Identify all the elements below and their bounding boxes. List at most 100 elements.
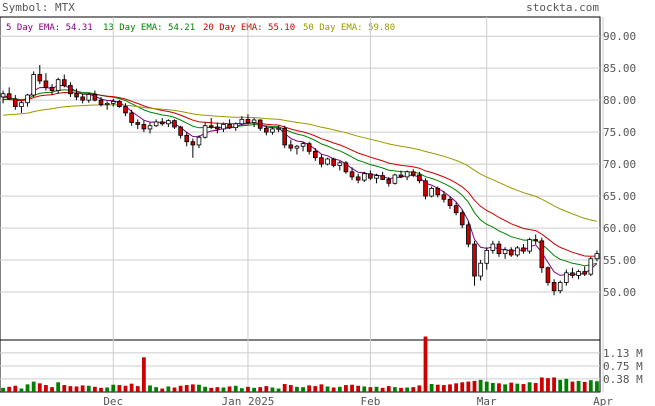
candle	[545, 266, 551, 286]
candle-body	[325, 158, 330, 165]
candle-body	[172, 120, 177, 128]
candle-body	[588, 258, 594, 275]
candle	[80, 93, 85, 104]
candle	[576, 269, 581, 280]
candle	[368, 170, 373, 181]
volume-bar	[356, 385, 361, 392]
legend-ema13: 13 Day EMA: 54.21	[103, 23, 195, 33]
candle	[227, 119, 232, 129]
volume-bar	[282, 384, 287, 392]
volume-bar	[37, 383, 42, 392]
candle-body	[368, 173, 373, 179]
candle-body	[37, 74, 43, 82]
price-tick-label: 50.00	[603, 286, 636, 299]
candle	[178, 125, 183, 139]
volume-bar	[184, 385, 189, 392]
candle-body	[239, 118, 245, 125]
candle-body	[80, 96, 85, 101]
candle	[374, 173, 379, 184]
candle-body	[557, 282, 563, 292]
symbol-label: Symbol: MTX	[2, 1, 75, 14]
candle-body	[423, 180, 428, 197]
candle-body	[484, 250, 490, 264]
candle	[392, 173, 398, 185]
volume-bar	[190, 384, 195, 392]
candle	[313, 148, 318, 161]
volume-bar	[252, 387, 256, 392]
candle	[435, 186, 441, 198]
date-tick-label: Jan 2025	[221, 395, 274, 406]
candle-body	[337, 162, 343, 166]
candle	[398, 170, 404, 179]
volume-bar	[331, 387, 336, 392]
volume-bar	[515, 383, 520, 392]
candle-body	[582, 271, 587, 275]
candle	[257, 119, 263, 131]
candle-body	[564, 272, 569, 283]
candle	[472, 240, 477, 286]
candle	[294, 144, 300, 155]
candle	[337, 160, 343, 171]
candle	[153, 119, 159, 128]
volume-bar	[441, 385, 446, 392]
volume-bar	[313, 386, 318, 392]
candle	[0, 90, 6, 104]
candle-body	[447, 198, 453, 207]
candle-body	[282, 127, 287, 146]
candle-body	[276, 127, 281, 130]
candle-body	[153, 121, 159, 127]
volume-bar	[86, 385, 91, 392]
candle	[386, 176, 392, 187]
candle	[288, 139, 294, 152]
price-axis: 90.00 85.00 80.00 75.00 70.00 65.00 60.00 55.00…	[603, 30, 636, 299]
legend-ema50: 50 Day EMA: 59.80	[303, 23, 395, 33]
volume-bar	[288, 385, 293, 392]
volume-bar	[295, 386, 299, 392]
candle	[276, 125, 281, 133]
candle-body	[86, 93, 92, 101]
candle-body	[313, 150, 318, 159]
volume-bar	[111, 384, 116, 392]
volume-bar	[31, 381, 36, 392]
volume-bar	[564, 378, 569, 392]
candle	[300, 141, 306, 152]
candle	[245, 114, 251, 125]
candle	[233, 122, 239, 131]
candle	[172, 119, 177, 129]
date-tick-label: Dec	[103, 395, 123, 406]
volume-bar	[56, 382, 61, 392]
candle	[196, 135, 202, 149]
volume-bar	[44, 385, 48, 392]
volume-bar	[68, 386, 73, 392]
volume-bar	[62, 385, 67, 392]
candle	[159, 118, 165, 126]
candle-body	[551, 282, 557, 292]
volume-bar	[423, 336, 428, 392]
price-tick-label: 85.00	[603, 62, 636, 75]
candle	[270, 127, 275, 135]
volume-bar	[264, 386, 269, 392]
ema-legend: 5 Day EMA: 54.31 13 Day EMA: 54.21 20 Da…	[6, 23, 395, 33]
volume-axis: 1.13 M0.75 M0.38 M	[603, 347, 643, 386]
candle-body	[13, 98, 18, 107]
candle-body	[527, 239, 532, 252]
candle	[55, 77, 61, 94]
candle	[515, 245, 520, 257]
volume-bar	[374, 386, 379, 392]
candle-body	[435, 188, 441, 196]
candle-body	[110, 101, 116, 104]
candle	[251, 118, 257, 128]
volume-bar	[123, 385, 128, 392]
volume-bar	[503, 384, 507, 392]
candle	[331, 157, 336, 168]
volume-tick-label: 0.38 M	[603, 373, 643, 386]
price-tick-label: 90.00	[603, 30, 636, 43]
volume-bar	[105, 387, 110, 392]
candle-body	[478, 262, 483, 277]
candle-body	[61, 79, 67, 86]
candle	[564, 269, 569, 286]
volume-bar	[460, 382, 465, 392]
volume-bar	[99, 387, 103, 392]
candle-body	[570, 272, 575, 276]
candle	[404, 170, 410, 181]
